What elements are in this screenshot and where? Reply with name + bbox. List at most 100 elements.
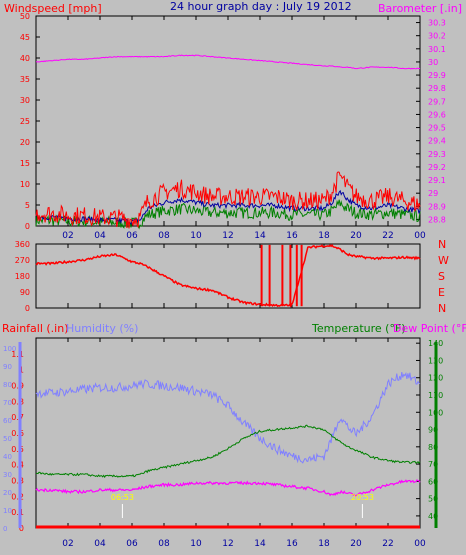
windspeed-axis-label: Windspeed [mph] (4, 2, 102, 15)
wind-tick-35: 35 (20, 75, 30, 84)
compass-label-4: N (438, 302, 446, 315)
wind-time-label-00: 00 (414, 231, 426, 241)
compass-label-0: N (438, 238, 446, 251)
temp-tick-50: 50 (428, 495, 438, 504)
compass-label-2: S (438, 270, 445, 283)
wind-tick-25: 25 (20, 117, 30, 126)
humidity-tick-70: 70 (3, 399, 12, 407)
rain-tick-0.3: 0.3 (11, 477, 24, 486)
rain-tick-0.7: 0.7 (11, 413, 24, 422)
chart-layer: 0 5 10 15 20 25 30 35 40 45 50 28.8 28.9 29 29.1 29.2 29… (3, 12, 449, 549)
humidity-tick-60: 60 (3, 417, 12, 425)
barometer-axis-label: Barometer [.in] (378, 2, 462, 15)
humidity-tick-20: 20 (3, 489, 12, 497)
wind-time-label-14: 14 (254, 231, 266, 241)
humidity-tick-100: 100 (3, 345, 16, 353)
sun-label-0: 06:53 (111, 493, 134, 502)
compass-label-1: W (438, 254, 449, 267)
wind-tick-40: 40 (20, 54, 30, 63)
rain-tick-0.4: 0.4 (11, 461, 24, 470)
wind-time-label-02: 02 (62, 231, 73, 241)
humidity-line (35, 371, 421, 464)
wind-tick-10: 10 (20, 180, 30, 189)
temperature-axis-label: Temperature (°F) (311, 322, 406, 335)
wind-direction-line (35, 243, 421, 308)
baro-tick-29.7: 29.7 (428, 97, 446, 106)
baro-tick-30.2: 30.2 (428, 32, 446, 41)
wind-tick-50: 50 (20, 12, 30, 21)
rain-tick-0.8: 0.8 (11, 397, 24, 406)
climate-time-label-10: 10 (190, 539, 202, 549)
wind-time-label-04: 04 (94, 231, 106, 241)
baro-tick-29: 29 (428, 189, 438, 198)
wind-panel-frame (35, 15, 421, 227)
baro-tick-29.4: 29.4 (428, 137, 446, 146)
temp-tick-40: 40 (428, 512, 438, 521)
wind-time-label-20: 20 (350, 231, 362, 241)
wind-time-label-06: 06 (126, 231, 138, 241)
rain-tick-0.9: 0.9 (11, 382, 24, 391)
climate-time-label-12: 12 (222, 539, 233, 549)
humidity-tick-10: 10 (3, 507, 12, 515)
baro-tick-29.6: 29.6 (428, 110, 446, 119)
baro-tick-28.9: 28.9 (428, 202, 446, 211)
baro-tick-29.1: 29.1 (428, 176, 446, 185)
chart-title: 24 hour graph day : July 19 2012 (170, 0, 352, 13)
rain-tick-1.1: 1.1 (11, 350, 24, 359)
windspeed-line (35, 171, 421, 229)
dir-tick-270: 270 (15, 256, 30, 265)
baro-tick-30.3: 30.3 (428, 19, 446, 28)
baro-tick-29.5: 29.5 (428, 124, 446, 133)
baro-tick-28.8: 28.8 (428, 215, 446, 224)
climate-time-label-22: 22 (382, 539, 393, 549)
wind-average-line (35, 199, 421, 230)
dewpoint-axis-label: Dew Point (°F) (393, 322, 466, 335)
wind-tick-0: 0 (25, 222, 30, 231)
wind-time-label-08: 08 (158, 231, 170, 241)
temp-tick-60: 60 (428, 477, 438, 486)
barometer-line (35, 54, 421, 70)
rain-tick-0.2: 0.2 (11, 492, 24, 501)
baro-tick-29.3: 29.3 (428, 150, 446, 159)
temp-tick-90: 90 (428, 426, 438, 435)
wind-tick-45: 45 (20, 33, 30, 42)
rainfall-axis-label: Rainfall (.in) (2, 322, 69, 335)
temperature-line (35, 424, 421, 479)
humidity-tick-40: 40 (3, 453, 12, 461)
humidity-axis-label: Humidity (%) (66, 322, 138, 335)
baro-tick-29.2: 29.2 (428, 163, 446, 172)
wind-tick-30: 30 (20, 96, 30, 105)
rain-tick-0: 0 (19, 524, 24, 533)
climate-time-label-04: 04 (94, 539, 106, 549)
humidity-tick-80: 80 (3, 381, 12, 389)
temp-tick-70: 70 (428, 460, 438, 469)
wind-time-label-16: 16 (286, 231, 298, 241)
humidity-tick-0: 0 (3, 525, 7, 533)
humidity-tick-50: 50 (3, 435, 12, 443)
climate-time-label-18: 18 (318, 539, 330, 549)
rain-tick-0.1: 0.1 (11, 508, 24, 517)
wind-mean-line (35, 189, 421, 225)
dir-tick-360: 360 (15, 240, 30, 249)
compass-label-3: E (438, 286, 445, 299)
wind-tick-5: 5 (25, 201, 30, 210)
rain-tick-0.6: 0.6 (11, 429, 24, 438)
wind-time-label-18: 18 (318, 231, 330, 241)
climate-time-label-14: 14 (254, 539, 266, 549)
sun-label-1: 20:53 (351, 493, 374, 502)
dir-tick-180: 180 (15, 272, 30, 281)
climate-time-label-16: 16 (286, 539, 298, 549)
rain-tick-0.5: 0.5 (11, 445, 24, 454)
baro-tick-29.8: 29.8 (428, 84, 446, 93)
climate-time-label-20: 20 (350, 539, 362, 549)
humidity-tick-30: 30 (3, 471, 12, 479)
humidity-tick-90: 90 (3, 363, 12, 371)
baro-tick-30.1: 30.1 (428, 45, 446, 54)
wind-time-label-12: 12 (222, 231, 233, 241)
wind-tick-20: 20 (20, 138, 30, 147)
temp-tick-80: 80 (428, 443, 438, 452)
baro-tick-29.9: 29.9 (428, 71, 446, 80)
wind-time-label-10: 10 (190, 231, 202, 241)
